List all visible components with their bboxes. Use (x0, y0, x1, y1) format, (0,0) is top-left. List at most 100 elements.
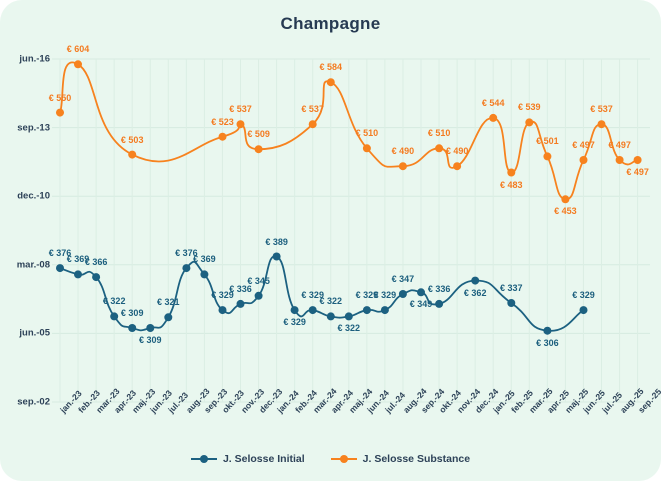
data-point-label: € 376 (48, 248, 72, 259)
data-point-label: € 544 (481, 97, 505, 108)
data-point[interactable] (453, 162, 462, 171)
data-point[interactable] (56, 108, 64, 117)
data-point[interactable] (200, 270, 209, 279)
data-point-label: € 503 (120, 134, 144, 145)
data-point[interactable] (74, 60, 82, 69)
data-point[interactable] (254, 291, 263, 300)
page-title: Champagne (280, 14, 381, 33)
data-point-label: € 329 (283, 317, 306, 328)
legend-marker-icon (330, 454, 357, 464)
y-axis-tick-label: sep.-02 (17, 396, 50, 408)
data-point[interactable] (164, 313, 173, 322)
data-point[interactable] (417, 288, 425, 297)
legend-item-label: J. Selosse Initial (222, 453, 305, 465)
data-point-label: € 347 (391, 274, 415, 284)
data-point[interactable] (272, 252, 281, 261)
data-point-label: € 501 (536, 136, 559, 147)
data-point-label: € 329 (373, 290, 397, 301)
data-point-label: € 329 (211, 290, 234, 301)
data-point-label: € 336 (229, 283, 252, 294)
data-point[interactable] (362, 306, 371, 315)
data-point[interactable] (435, 144, 444, 153)
data-point[interactable] (362, 144, 371, 153)
data-point-label: € 336 (427, 283, 451, 294)
data-point-label: € 497 (572, 140, 595, 150)
data-point[interactable] (615, 156, 624, 164)
data-point-label: € 345 (247, 275, 270, 286)
data-point-label: € 369 (193, 254, 216, 265)
data-point[interactable] (56, 264, 64, 273)
data-point-label: € 497 (626, 167, 649, 177)
data-point-label: € 329 (572, 290, 595, 301)
legend-marker-icon (190, 454, 217, 464)
data-point-label: € 584 (319, 62, 343, 73)
data-point[interactable] (489, 113, 498, 122)
data-point[interactable] (597, 120, 606, 129)
data-point-label: € 539 (518, 102, 541, 113)
data-point[interactable] (344, 312, 353, 321)
data-point[interactable] (308, 306, 317, 315)
data-point[interactable] (507, 299, 516, 307)
data-point-label: € 369 (66, 254, 90, 265)
data-point-label: € 362 (463, 287, 487, 298)
data-point[interactable] (74, 270, 82, 279)
data-point-label: € 537 (301, 104, 324, 115)
data-point-label: € 490 (391, 146, 415, 157)
data-point-label: € 322 (102, 296, 126, 307)
data-point[interactable] (543, 152, 552, 161)
data-point[interactable] (561, 195, 570, 204)
data-point-label: € 537 (229, 104, 252, 115)
data-point[interactable] (128, 150, 137, 159)
data-point-label: € 322 (319, 296, 343, 307)
data-point[interactable] (398, 290, 407, 298)
data-point[interactable] (435, 299, 444, 308)
data-point-label: € 349 (409, 299, 433, 310)
data-point-label: € 322 (337, 323, 361, 334)
data-point-label: € 510 (355, 128, 379, 139)
data-point[interactable] (92, 273, 101, 282)
data-point[interactable] (110, 312, 119, 321)
y-axis-tick-label: jun.-16 (19, 53, 50, 65)
data-point[interactable] (543, 326, 552, 335)
legend-item-label: J. Selosse Substance (362, 453, 471, 465)
data-point-label: € 309 (120, 308, 144, 318)
y-axis-tick-label: sep.-13 (17, 122, 50, 134)
data-point[interactable] (398, 162, 407, 171)
data-point-label: € 366 (84, 257, 108, 268)
data-point-label: € 306 (536, 337, 559, 348)
data-point[interactable] (525, 118, 534, 127)
data-point[interactable] (326, 78, 335, 87)
data-point[interactable] (236, 299, 245, 308)
data-point-label: € 376 (175, 248, 198, 259)
legend-item-substance[interactable]: J. Selosse Substance (330, 453, 471, 465)
chart-legend: J. Selosse Initial J. Selosse Substance (0, 453, 661, 465)
data-point[interactable] (218, 132, 227, 141)
data-point[interactable] (579, 306, 588, 315)
data-point[interactable] (146, 324, 155, 332)
data-point[interactable] (326, 312, 335, 321)
y-axis-tick-label: dec.-10 (17, 190, 50, 202)
data-point-label: € 510 (427, 128, 451, 139)
data-point[interactable] (128, 324, 137, 332)
data-point-label: € 490 (445, 146, 469, 157)
data-point-label: € 523 (211, 116, 234, 127)
legend-item-initial[interactable]: J. Selosse Initial (190, 453, 305, 465)
data-point[interactable] (507, 168, 516, 177)
y-axis-tick-label: mar.-08 (16, 259, 50, 271)
data-point-label: € 497 (608, 140, 631, 150)
data-point-label: € 483 (500, 179, 523, 190)
data-point[interactable] (182, 264, 191, 273)
data-point[interactable] (471, 276, 480, 285)
data-point-label: € 453 (554, 206, 577, 217)
data-point[interactable] (254, 145, 263, 154)
data-point[interactable] (633, 156, 642, 164)
data-point-label: € 329 (355, 290, 379, 301)
data-point[interactable] (218, 306, 227, 315)
data-point[interactable] (236, 120, 245, 129)
data-point[interactable] (290, 306, 299, 315)
data-point[interactable] (380, 306, 389, 315)
data-point-label: € 321 (157, 297, 180, 308)
data-point[interactable] (579, 156, 588, 164)
data-point[interactable] (308, 120, 317, 129)
